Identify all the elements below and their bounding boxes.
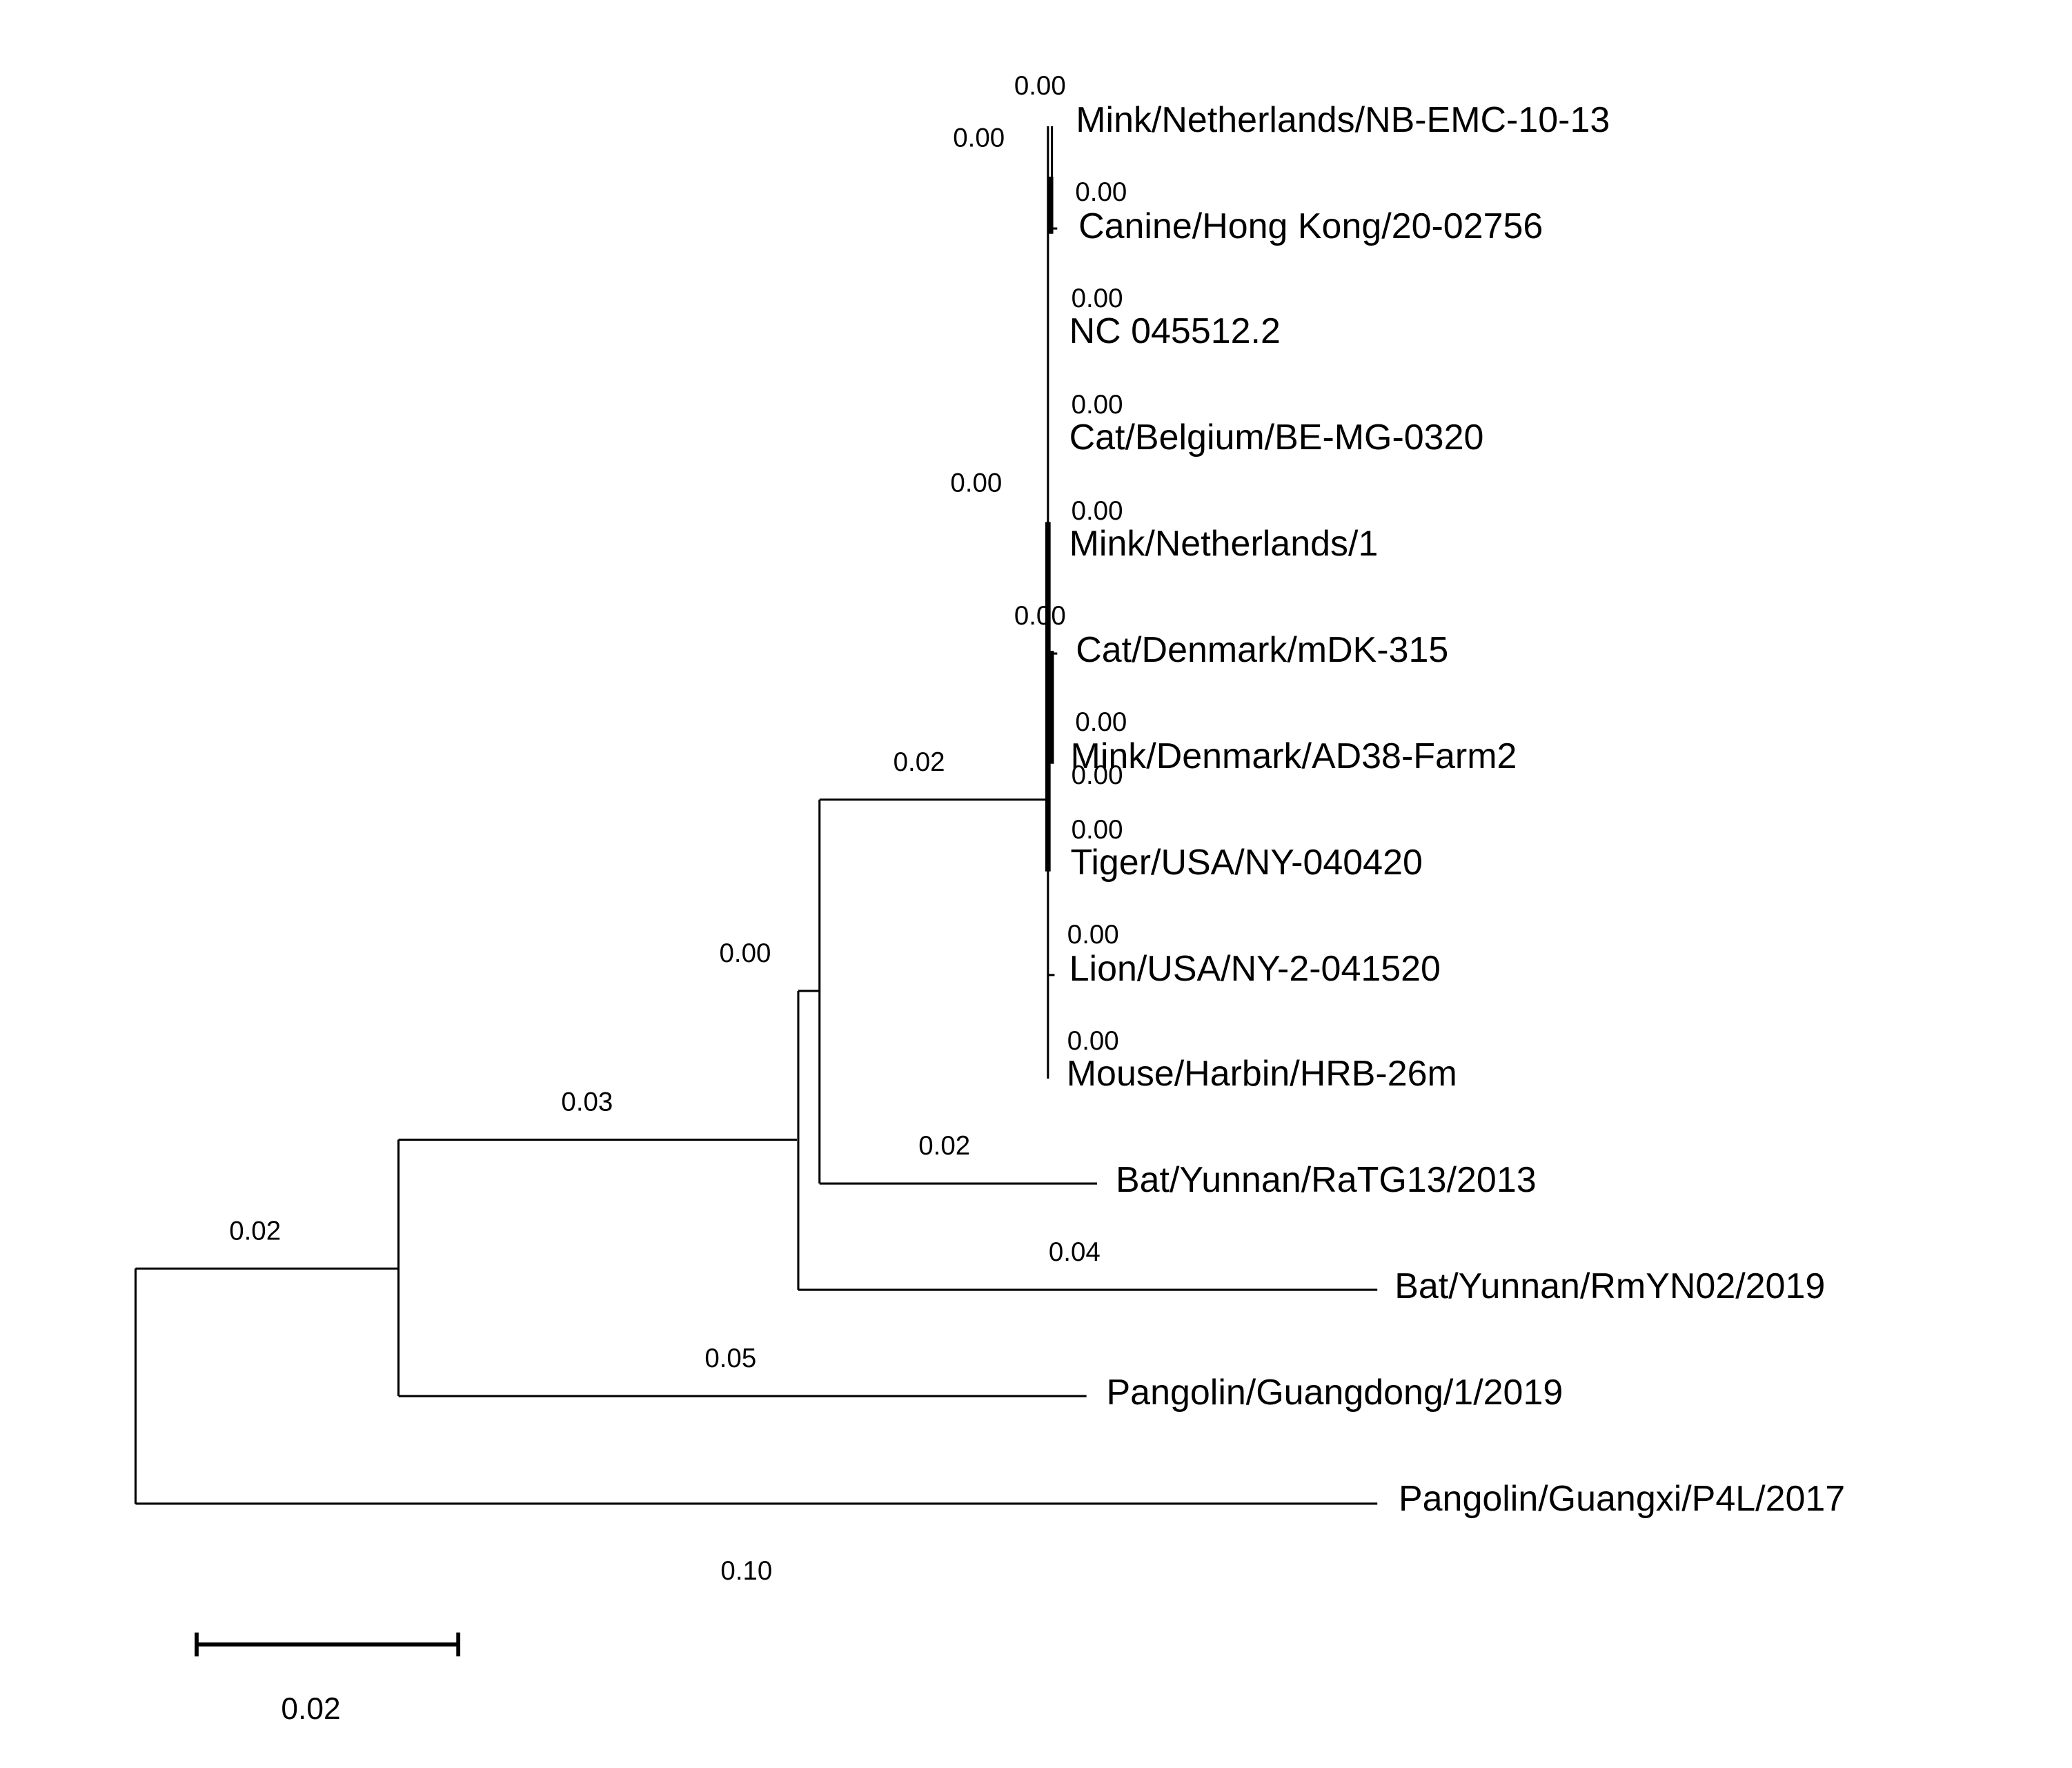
scale-bar-label: 0.02 bbox=[281, 1692, 340, 1726]
taxon-label: Cat/Denmark/mDK-315 bbox=[1076, 630, 1448, 670]
branch-length-label: 0.00 bbox=[1067, 920, 1119, 950]
taxon-label: Mink/Denmark/AD38-Farm2 bbox=[1071, 736, 1517, 776]
taxon-label: Lion/USA/NY-2-041520 bbox=[1069, 949, 1441, 989]
branch-length-label: 0.10 bbox=[720, 1556, 772, 1586]
branch-length-label: 0.00 bbox=[1067, 1026, 1119, 1056]
branch-length-label: 0.00 bbox=[950, 469, 1002, 498]
branch-length-label: 0.03 bbox=[561, 1088, 613, 1117]
taxon-label: Mink/Netherlands/NB-EMC-10-13 bbox=[1076, 100, 1610, 140]
taxon-label: NC 045512.2 bbox=[1069, 311, 1281, 351]
taxon-label: Tiger/USA/NY-040420 bbox=[1071, 843, 1423, 883]
branch-length-label: 0.02 bbox=[229, 1216, 281, 1246]
branches bbox=[134, 126, 1378, 1505]
branch-length-label: 0.00 bbox=[1014, 71, 1066, 101]
taxon-label: Cat/Belgium/BE-MG-0320 bbox=[1069, 418, 1484, 458]
taxon-label: Canine/Hong Kong/20-02756 bbox=[1078, 206, 1543, 246]
taxon-label: Mouse/Harbin/HRB-26m bbox=[1067, 1054, 1457, 1094]
taxon-label: Mink/Netherlands/1 bbox=[1069, 524, 1379, 564]
branch-length-label: 0.02 bbox=[918, 1131, 970, 1161]
taxon-label: Pangolin/Guangdong/1/2019 bbox=[1107, 1373, 1563, 1413]
branch-length-label: 0.00 bbox=[720, 939, 771, 968]
branch-length-label: 0.00 bbox=[1072, 760, 1123, 790]
branch-length-label: 0.00 bbox=[1075, 177, 1127, 207]
branch-length-label: 0.00 bbox=[1075, 707, 1127, 737]
taxon-label: Pangolin/Guangxi/P4L/2017 bbox=[1399, 1479, 1845, 1519]
scale-bar: 0.02 bbox=[195, 1632, 461, 1726]
branch-length-label: 0.00 bbox=[1072, 284, 1123, 313]
branch-length-label: 0.00 bbox=[953, 123, 1005, 153]
branch-length-label: 0.00 bbox=[1072, 815, 1123, 845]
branch-length-label: 0.00 bbox=[1014, 601, 1066, 631]
branch-length-label: 0.05 bbox=[704, 1344, 756, 1373]
branch-length-label: 0.04 bbox=[1049, 1237, 1101, 1267]
taxon-label: Bat/Yunnan/RmYN02/2019 bbox=[1394, 1266, 1825, 1306]
taxon-label: Bat/Yunnan/RaTG13/2013 bbox=[1116, 1160, 1537, 1200]
branch-length-label: 0.02 bbox=[894, 747, 945, 777]
branch-length-label: 0.00 bbox=[1072, 496, 1123, 526]
branch-length-label: 0.00 bbox=[1072, 390, 1123, 420]
